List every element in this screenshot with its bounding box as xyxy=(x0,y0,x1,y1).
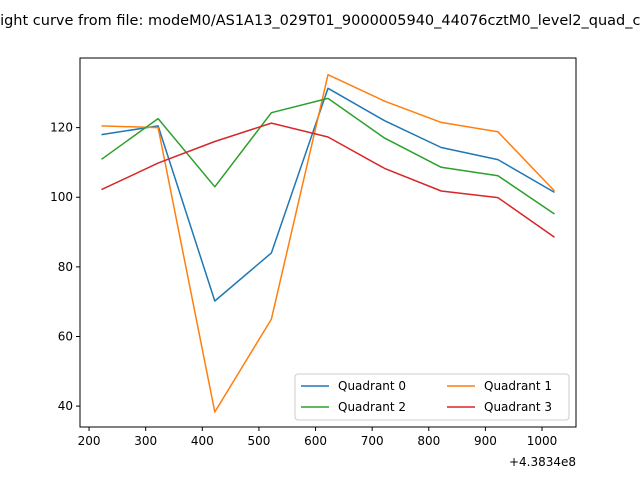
legend-entry-label: Quadrant 3 xyxy=(484,400,552,414)
plot-lines xyxy=(101,73,556,413)
legend-box xyxy=(294,373,570,421)
x-tick-label: 500 xyxy=(247,434,270,448)
x-tick-label: 900 xyxy=(474,434,497,448)
y-tick-label: 120 xyxy=(50,121,73,135)
legend-entry-label: Quadrant 2 xyxy=(338,400,406,414)
x-tick-label: 700 xyxy=(361,434,384,448)
legend: Quadrant 0 Quadrant 1 Quadrant 2 Quadrant 3 xyxy=(294,373,570,421)
series-line-quadrant-1 xyxy=(101,73,556,413)
y-tick-label: 60 xyxy=(58,329,73,343)
x-tick-label: 200 xyxy=(78,434,101,448)
y-axis: 40 60 80 100 120 xyxy=(50,121,80,413)
legend-entry-label: Quadrant 1 xyxy=(484,379,552,393)
x-tick-label: 400 xyxy=(191,434,214,448)
series-line-quadrant-3 xyxy=(101,122,555,238)
y-tick-label: 100 xyxy=(50,190,73,204)
chart-title: Light curve from file: modeM0/AS1A13_029… xyxy=(0,13,640,29)
series-line-quadrant-2 xyxy=(101,97,555,215)
plot-frame xyxy=(79,57,577,428)
legend-entry-label: Quadrant 0 xyxy=(338,379,406,393)
series-line-quadrant-0 xyxy=(101,87,555,302)
y-tick-label: 40 xyxy=(58,399,73,413)
y-tick-label: 80 xyxy=(58,260,73,274)
x-tick-label: 600 xyxy=(304,434,327,448)
x-axis: 200 300 400 500 600 700 800 900 1000 xyxy=(78,427,558,448)
x-tick-label: 800 xyxy=(417,434,440,448)
x-tick-label: 300 xyxy=(134,434,157,448)
x-offset-label: +4.3834e8 xyxy=(509,455,576,469)
x-tick-label: 1000 xyxy=(527,434,558,448)
